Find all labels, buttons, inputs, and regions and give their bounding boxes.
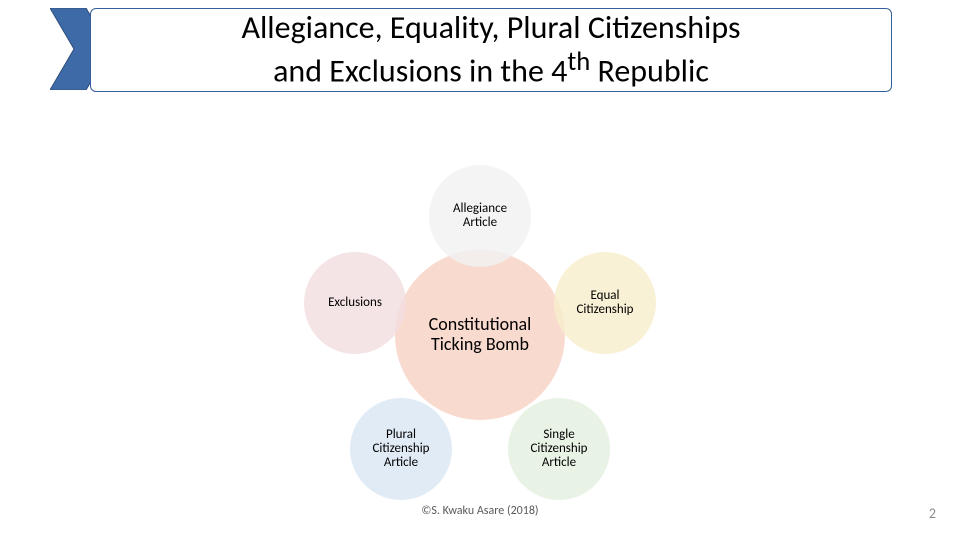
- petal-plural-citizenship: Plural Citizenship Article: [350, 398, 452, 500]
- petal-equal-citizenship: Equal Citizenship: [554, 252, 656, 354]
- petal-allegiance: Allegiance Article: [429, 165, 531, 267]
- copyright-footer: ©S. Kwaku Asare (2018): [0, 504, 960, 518]
- page-number: 2: [929, 505, 936, 522]
- venn-diagram: Constitutional Ticking Bomb Allegiance A…: [0, 0, 960, 540]
- petal-exclusions: Exclusions: [304, 252, 406, 354]
- center-line2: Ticking Bomb: [431, 333, 529, 355]
- center-node: Constitutional Ticking Bomb: [395, 250, 565, 420]
- center-line1: Constitutional: [429, 313, 532, 335]
- petal-single-citizenship: Single Citizenship Article: [508, 398, 610, 500]
